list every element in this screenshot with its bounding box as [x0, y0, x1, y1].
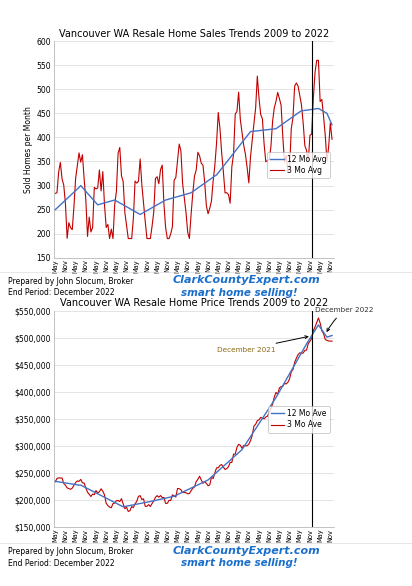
12 Mo Ave	[53, 478, 58, 485]
3 Mo Avg	[269, 144, 274, 151]
3 Mo Avg	[330, 136, 335, 143]
3 Mo Ave	[53, 478, 58, 485]
Text: December 2022: December 2022	[315, 307, 374, 331]
3 Mo Ave	[166, 497, 171, 504]
Text: December 2021: December 2021	[217, 336, 308, 353]
12 Mo Avg	[53, 206, 58, 213]
12 Mo Ave	[166, 494, 171, 501]
3 Mo Avg	[107, 235, 112, 242]
Title: Vancouver WA Resale Home Price Trends 2009 to 2022: Vancouver WA Resale Home Price Trends 20…	[59, 298, 328, 308]
Text: ClarkCountyExpert.com: ClarkCountyExpert.com	[173, 546, 321, 556]
12 Mo Ave	[257, 420, 262, 427]
Text: ClarkCountyExpert.com: ClarkCountyExpert.com	[173, 275, 321, 285]
3 Mo Ave	[330, 338, 335, 345]
Line: 3 Mo Avg: 3 Mo Avg	[55, 60, 332, 239]
12 Mo Avg	[319, 107, 324, 114]
12 Mo Ave	[316, 322, 321, 329]
12 Mo Ave	[95, 490, 100, 498]
Legend: 12 Mo Avg, 3 Mo Avg: 12 Mo Avg, 3 Mo Avg	[267, 152, 330, 178]
3 Mo Ave	[319, 328, 324, 335]
3 Mo Avg	[166, 235, 171, 242]
12 Mo Avg	[95, 202, 100, 209]
Y-axis label: Sold Homes per Month: Sold Homes per Month	[24, 106, 33, 193]
3 Mo Ave	[187, 490, 192, 497]
3 Mo Avg	[314, 57, 319, 64]
12 Mo Avg	[257, 127, 262, 134]
3 Mo Ave	[316, 315, 321, 322]
12 Mo Avg	[316, 105, 321, 112]
Text: Prepared by John Slocum, Broker
End Period: December 2022: Prepared by John Slocum, Broker End Peri…	[8, 277, 133, 297]
Line: 12 Mo Avg: 12 Mo Avg	[55, 108, 332, 214]
12 Mo Ave	[121, 503, 126, 510]
Text: Prepared by John Slocum, Broker
End Period: December 2022: Prepared by John Slocum, Broker End Peri…	[8, 547, 133, 567]
Title: Vancouver WA Resale Home Sales Trends 2009 to 2022: Vancouver WA Resale Home Sales Trends 20…	[59, 29, 329, 39]
Text: smart home selling!: smart home selling!	[181, 558, 298, 568]
3 Mo Ave	[257, 416, 262, 423]
12 Mo Ave	[330, 332, 335, 339]
12 Mo Ave	[269, 402, 274, 409]
3 Mo Avg	[319, 96, 324, 103]
Line: 3 Mo Ave: 3 Mo Ave	[55, 318, 332, 512]
3 Mo Ave	[95, 489, 100, 496]
3 Mo Avg	[53, 190, 58, 197]
Line: 12 Mo Ave: 12 Mo Ave	[55, 325, 332, 507]
12 Mo Ave	[187, 485, 192, 492]
3 Mo Avg	[187, 235, 192, 242]
12 Mo Avg	[187, 190, 192, 197]
12 Mo Avg	[138, 211, 143, 218]
Text: smart home selling!: smart home selling!	[181, 288, 298, 298]
3 Mo Ave	[126, 508, 131, 515]
12 Mo Avg	[330, 121, 335, 128]
3 Mo Avg	[257, 95, 262, 102]
12 Mo Ave	[319, 326, 324, 333]
Legend: 12 Mo Ave, 3 Mo Ave: 12 Mo Ave, 3 Mo Ave	[268, 406, 330, 432]
3 Mo Avg	[95, 185, 100, 192]
12 Mo Avg	[166, 196, 171, 203]
3 Mo Ave	[269, 405, 274, 412]
12 Mo Avg	[269, 126, 274, 133]
